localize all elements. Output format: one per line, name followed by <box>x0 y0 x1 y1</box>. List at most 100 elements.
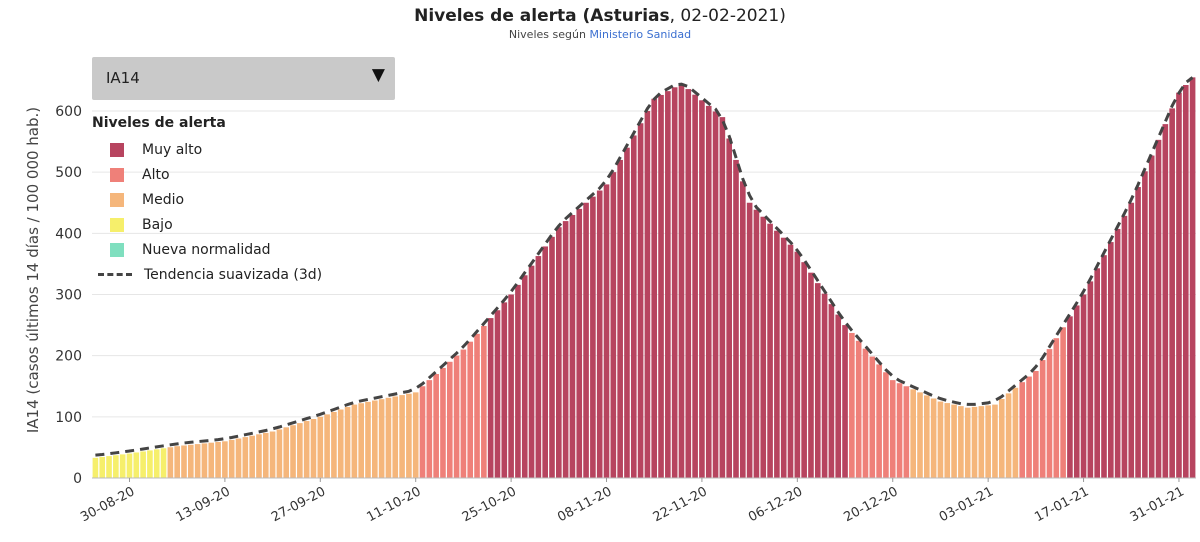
legend-item-bajo[interactable]: Bajo <box>92 212 382 237</box>
bar <box>665 91 671 478</box>
bar <box>917 392 923 478</box>
bar <box>426 380 433 478</box>
legend-label: Medio <box>142 191 185 208</box>
bar <box>549 236 555 478</box>
bar <box>1135 187 1141 478</box>
bar <box>1114 228 1121 478</box>
bar <box>590 196 596 478</box>
bar <box>481 325 487 478</box>
x-tick-label: 17-01-21 <box>1032 484 1091 525</box>
bar <box>930 398 937 478</box>
bar <box>351 404 358 478</box>
ministerio-link[interactable]: Ministerio Sanidad <box>589 28 692 41</box>
bar <box>774 230 780 478</box>
bar <box>794 251 801 478</box>
bar <box>780 237 787 478</box>
bar <box>978 406 985 478</box>
bar <box>113 455 119 478</box>
x-tick-label: 30-08-20 <box>78 484 137 525</box>
legend-swatch <box>110 242 124 257</box>
bar <box>644 111 651 478</box>
y-tick-label: 300 <box>55 288 82 304</box>
bar <box>903 386 910 478</box>
bar <box>487 318 494 478</box>
bar <box>269 431 276 478</box>
bar <box>365 401 371 478</box>
bar <box>1053 338 1060 478</box>
legend-heading: Niveles de alerta <box>92 115 226 131</box>
bar <box>624 147 630 478</box>
bar <box>515 284 521 478</box>
bar <box>753 209 760 478</box>
legend-item-alto[interactable]: Alto <box>92 162 382 187</box>
bar <box>147 450 153 478</box>
legend-item-medio[interactable]: Medio <box>92 187 382 212</box>
metric-select-value: IA14 <box>106 69 140 87</box>
bar <box>1019 382 1026 478</box>
bar <box>419 386 426 478</box>
bar <box>317 416 324 478</box>
bar <box>869 356 876 478</box>
bar <box>964 407 971 478</box>
bar <box>276 429 283 478</box>
bar <box>685 89 692 479</box>
bar <box>1182 85 1189 479</box>
bar <box>951 404 957 478</box>
bar <box>208 442 215 478</box>
bar <box>406 393 412 478</box>
legend-item-nueva-normalidad[interactable]: Nueva normalidad <box>92 237 382 262</box>
legend-item-muy-alto[interactable]: Muy alto <box>92 137 382 162</box>
bar <box>944 403 951 478</box>
bar <box>528 265 535 478</box>
legend-label: Bajo <box>142 216 173 233</box>
chart-subtitle: Niveles según Ministerio Sanidad <box>508 28 692 41</box>
x-tick-label: 25-10-20 <box>460 484 519 525</box>
bar <box>324 414 330 478</box>
bar <box>242 437 249 478</box>
x-tick-label: 31-01-21 <box>1128 484 1187 525</box>
bar <box>569 214 576 478</box>
legend: Niveles de alerta Muy alto Alto Medio Bajo N… <box>92 115 382 287</box>
bar <box>937 401 944 478</box>
caret-down-icon: ▼ <box>371 65 385 85</box>
bar <box>99 456 106 478</box>
bar <box>1169 108 1175 478</box>
legend-label: Nueva normalidad <box>142 241 271 258</box>
bar <box>985 405 991 478</box>
bar <box>1033 370 1039 478</box>
x-tick-label: 13-09-20 <box>174 484 233 525</box>
bar <box>821 293 828 478</box>
bar <box>883 372 889 478</box>
bar <box>542 246 548 478</box>
bar <box>1189 77 1196 478</box>
bar <box>535 256 542 478</box>
metric-select[interactable]: IA14 ▼ <box>92 57 395 100</box>
y-tick-label: 0 <box>73 471 82 487</box>
y-tick-label: 400 <box>55 226 82 242</box>
bar <box>188 444 194 478</box>
bar <box>1060 327 1066 478</box>
bar <box>842 325 848 478</box>
legend-item-trend[interactable]: Tendencia suavizada (3d) <box>92 262 382 287</box>
bar <box>678 83 685 478</box>
bar <box>610 172 617 478</box>
legend-label: Muy alto <box>142 141 203 158</box>
bar <box>637 123 644 478</box>
y-tick-label: 500 <box>55 165 82 181</box>
bar <box>106 456 112 478</box>
bar <box>1108 242 1114 478</box>
bar <box>160 448 167 478</box>
legend-swatch <box>110 217 124 232</box>
bar <box>889 380 896 478</box>
legend-swatch <box>110 142 124 157</box>
bar <box>1039 360 1046 478</box>
bar <box>1012 387 1019 478</box>
bar <box>331 411 337 478</box>
bar <box>446 361 453 478</box>
bar <box>658 94 664 478</box>
bar <box>467 341 474 478</box>
bar <box>153 449 160 478</box>
bar <box>228 439 235 478</box>
bar <box>501 302 508 478</box>
